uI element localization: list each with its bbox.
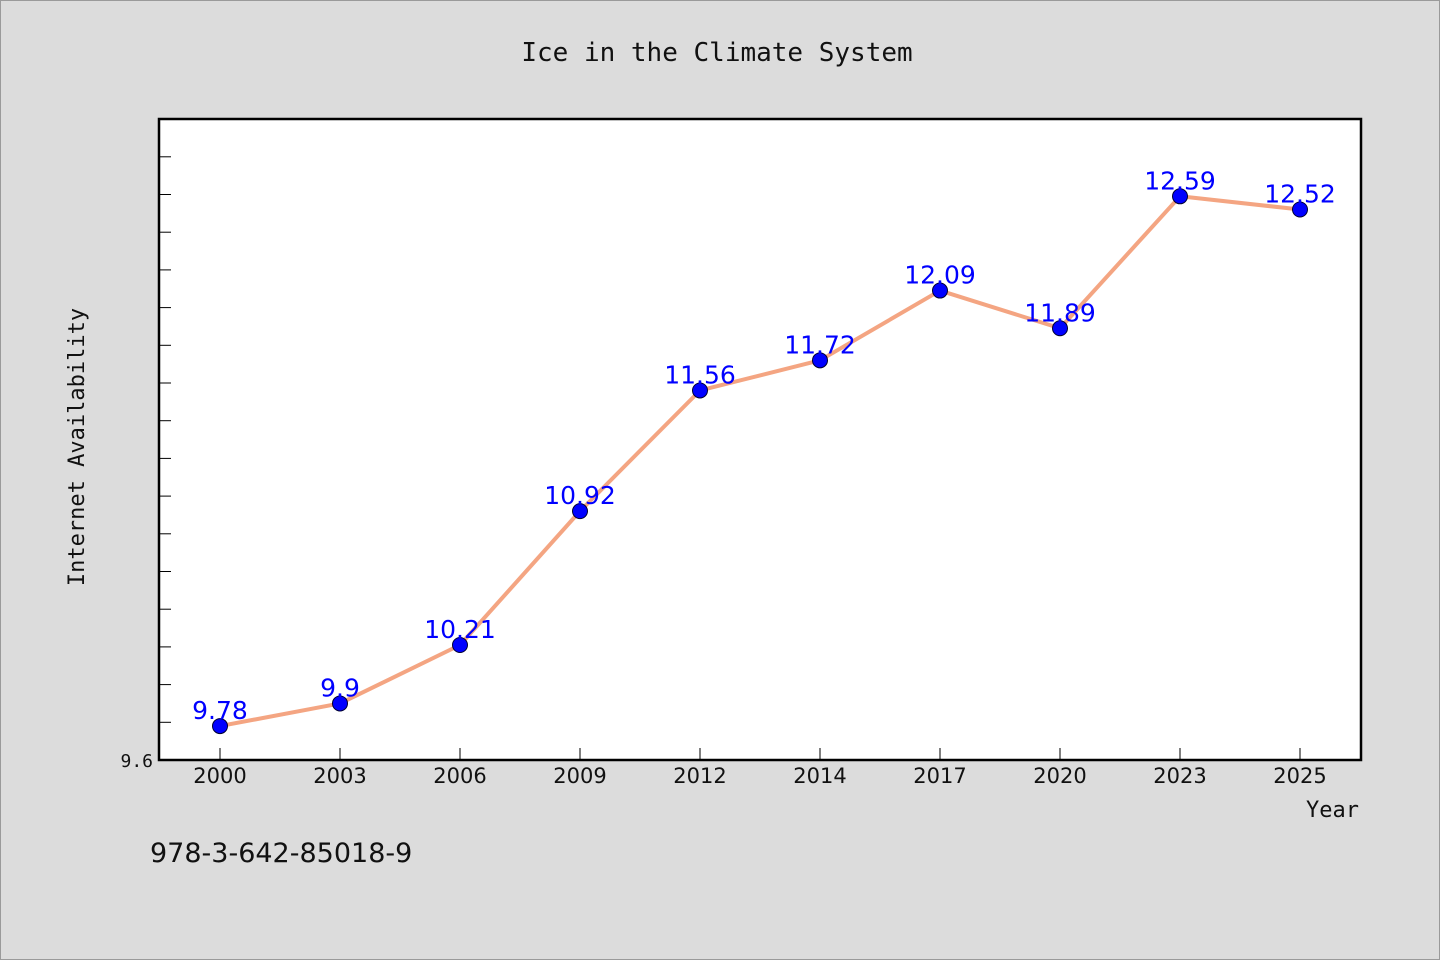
x-tick-label: 2006 bbox=[433, 764, 486, 788]
isbn-caption: 978-3-642-85018-9 bbox=[150, 838, 412, 869]
data-point bbox=[332, 695, 348, 712]
x-tick-label: 2025 bbox=[1273, 764, 1326, 788]
data-label: 11.56 bbox=[664, 360, 736, 389]
series-line bbox=[218, 194, 1302, 729]
x-axis-ticks bbox=[219, 748, 1301, 760]
data-point bbox=[1172, 188, 1188, 205]
data-point bbox=[812, 352, 828, 369]
data-label: 10.21 bbox=[424, 615, 496, 644]
x-tick-label: 2014 bbox=[793, 764, 846, 788]
data-label: 11.89 bbox=[1024, 298, 1096, 327]
data-label: 10.92 bbox=[544, 481, 616, 510]
x-tick-label: 2017 bbox=[913, 764, 966, 788]
data-labels: 9.78 9.9 10.21 10.92 11.56 11.72 12.09 11.89 12.… bbox=[192, 166, 1336, 725]
y-tick-label: 9.6 bbox=[120, 751, 153, 772]
data-label: 9.9 bbox=[320, 673, 360, 702]
data-label: 11.72 bbox=[784, 330, 856, 359]
x-tick-label: 2009 bbox=[553, 764, 606, 788]
data-label: 12.52 bbox=[1264, 179, 1336, 208]
chart-title: Ice in the Climate System bbox=[521, 38, 912, 68]
x-axis-tick-labels: 2000 2003 2006 2009 2012 2014 2017 2020 2023 2025 bbox=[193, 764, 1326, 788]
plot-area bbox=[157, 117, 1363, 762]
series-markers bbox=[212, 188, 1308, 735]
data-point bbox=[212, 718, 228, 735]
data-label: 12.09 bbox=[904, 261, 976, 290]
x-tick-label: 2020 bbox=[1033, 764, 1086, 788]
data-point bbox=[572, 503, 588, 520]
data-point bbox=[1292, 201, 1308, 218]
data-point bbox=[1052, 320, 1068, 337]
data-point bbox=[932, 282, 948, 299]
y-axis-label: Internet Availability bbox=[65, 308, 90, 586]
data-point bbox=[452, 636, 468, 653]
data-label: 9.78 bbox=[192, 696, 248, 725]
x-tick-label: 2023 bbox=[1153, 764, 1206, 788]
data-label: 12.59 bbox=[1144, 166, 1216, 195]
y-axis-minor-ticks bbox=[159, 156, 171, 761]
x-tick-label: 2003 bbox=[313, 764, 366, 788]
x-tick-label: 2012 bbox=[673, 764, 726, 788]
x-axis-label: Year bbox=[1306, 798, 1359, 823]
data-point bbox=[692, 382, 708, 399]
x-tick-label: 2000 bbox=[193, 764, 246, 788]
